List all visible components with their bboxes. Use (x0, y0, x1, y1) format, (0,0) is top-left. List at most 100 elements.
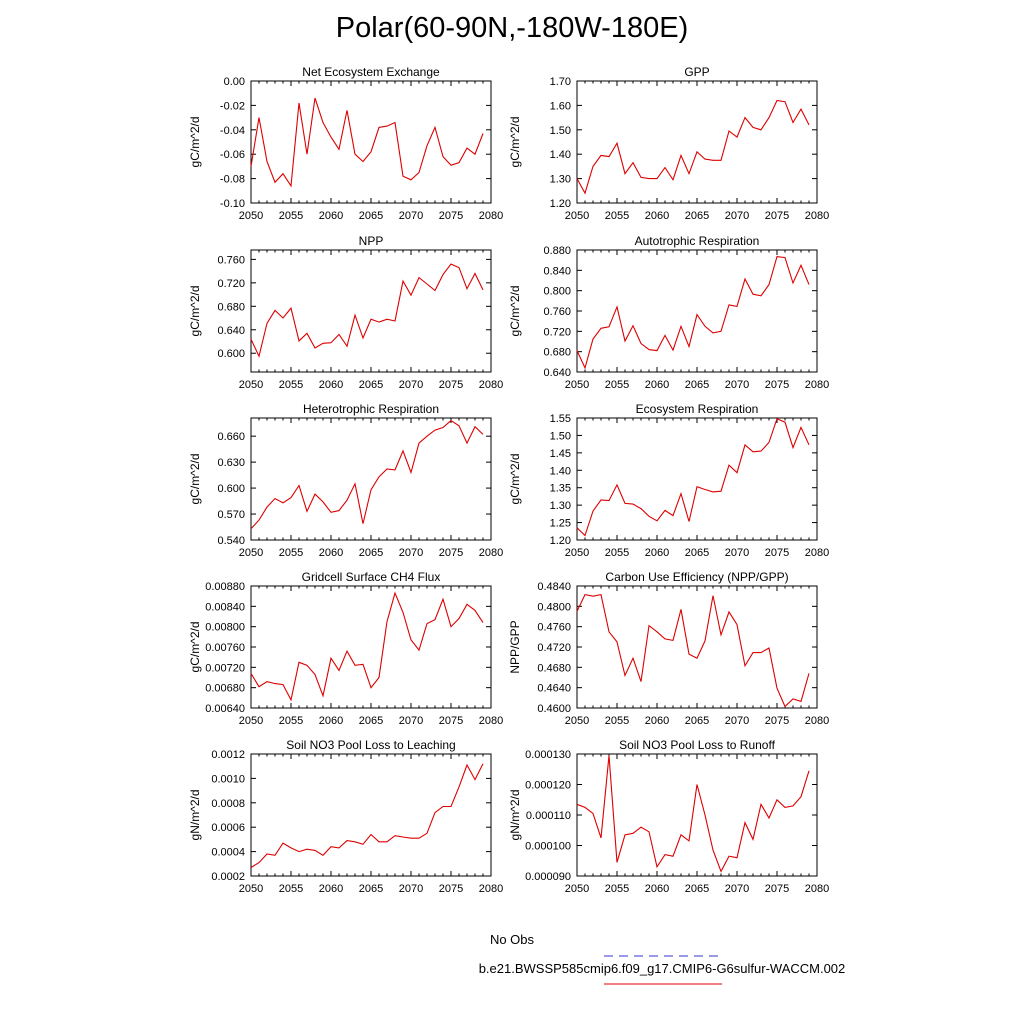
panel-2-xtick-label: 2060 (645, 210, 669, 222)
panel-9-ytick-label: 0.0010 (211, 773, 245, 785)
panel-9-ytick-label: 0.0004 (211, 847, 245, 859)
panel-8-ytick-label: 0.4680 (537, 662, 571, 674)
panel-8-ylabel: NPP/GPP (508, 620, 522, 673)
panel-5-ytick-label: 0.630 (217, 457, 245, 469)
panel-6-title: Ecosystem Respiration (636, 402, 759, 416)
panel-3-ytick-label: 0.600 (217, 348, 245, 360)
panel-6-ytick-label: 1.55 (550, 413, 571, 425)
panel-10-xtick-label: 2065 (685, 883, 709, 895)
panel-7-ylabel: gC/m^2/d (188, 622, 202, 673)
panel-8-ytick-label: 0.4720 (537, 642, 571, 654)
panel-4-ytick-label: 0.680 (543, 347, 571, 359)
panel-1-ytick-label: -0.08 (220, 174, 245, 186)
panel-5-xtick-label: 2070 (399, 547, 423, 559)
panel-6-series-line (576, 417, 810, 537)
panel-10-xtick-label: 2055 (605, 883, 629, 895)
panel-6-xtick-label: 2075 (765, 547, 789, 559)
panel-2-xtick-label: 2080 (805, 210, 829, 222)
panel-6-ytick-label: 1.45 (550, 448, 571, 460)
panel-3-xtick-label: 2075 (439, 379, 463, 391)
panel-2-ytick-label: 1.50 (550, 125, 571, 137)
panel-6-xtick-label: 2060 (645, 547, 669, 559)
panel-6-xtick-label: 2065 (685, 547, 709, 559)
panel-10-xtick-label: 2080 (805, 883, 829, 895)
panel-9-ytick-label: 0.0012 (211, 749, 245, 761)
panel-3-xtick-label: 2065 (359, 379, 383, 391)
panel-3-ytick-label: 0.640 (217, 325, 245, 337)
panel-9-xtick-label: 2060 (319, 883, 343, 895)
panel-9-title: Soil NO3 Pool Loss to Leaching (286, 738, 455, 752)
panel-7-ytick-label: 0.00760 (205, 642, 245, 654)
panel-1-ytick-label: -0.02 (220, 100, 245, 112)
panel-4-ytick-label: 0.720 (543, 326, 571, 338)
panel-8-xtick-label: 2080 (805, 715, 829, 727)
panel-10-series-line (576, 755, 810, 873)
panel-10-ytick-label: 0.000090 (525, 871, 571, 883)
panel-4-xtick-label: 2070 (725, 379, 749, 391)
panel-4-xtick-label: 2080 (805, 379, 829, 391)
panel-3-ytick-label: 0.720 (217, 278, 245, 290)
panel-9-ytick-label: 0.0006 (211, 822, 245, 834)
panel-4-xtick-label: 2065 (685, 379, 709, 391)
panel-4-ylabel: gC/m^2/d (508, 286, 522, 337)
panel-7-xtick-label: 2055 (279, 715, 303, 727)
panel-4-series-line (576, 255, 810, 370)
panel-6-xtick-label: 2080 (805, 547, 829, 559)
panel-4-ytick-label: 0.880 (543, 245, 571, 257)
panel-5-ytick-label: 0.660 (217, 431, 245, 443)
panel-7-ytick-label: 0.00840 (205, 601, 245, 613)
panel-1-xtick-label: 2070 (399, 210, 423, 222)
panel-5-series-line (250, 419, 484, 530)
panel-1-xtick-label: 2080 (479, 210, 503, 222)
panel-6-xtick-label: 2055 (605, 547, 629, 559)
panel-8-ytick-label: 0.4760 (537, 622, 571, 634)
panel-6-ytick-label: 1.40 (550, 465, 571, 477)
panel-7-xtick-label: 2060 (319, 715, 343, 727)
panel-7-xtick-label: 2050 (239, 715, 263, 727)
panel-8-xtick-label: 2065 (685, 715, 709, 727)
panel-3-ytick-label: 0.680 (217, 301, 245, 313)
panel-4-title: Autotrophic Respiration (635, 234, 760, 248)
panel-3-ylabel: gC/m^2/d (188, 286, 202, 337)
panel-7-xtick-label: 2070 (399, 715, 423, 727)
panel-3-xtick-label: 2060 (319, 379, 343, 391)
panel-1-xtick-label: 2060 (319, 210, 343, 222)
panel-10-xtick-label: 2050 (565, 883, 589, 895)
panel-7-ytick-label: 0.00880 (205, 581, 245, 593)
panel-8-ytick-label: 0.4800 (537, 601, 571, 613)
panel-1-title: Net Ecosystem Exchange (302, 65, 440, 79)
panel-6-ylabel: gC/m^2/d (508, 454, 522, 505)
panel-4-ytick-label: 0.800 (543, 286, 571, 298)
panel-8-series-line (576, 593, 810, 708)
panel-2-title: GPP (684, 65, 709, 79)
panel-10-xtick-label: 2075 (765, 883, 789, 895)
panel-5-xtick-label: 2050 (239, 547, 263, 559)
panel-5-xtick-label: 2080 (479, 547, 503, 559)
panel-4-xtick-label: 2055 (605, 379, 629, 391)
panel-6-ytick-label: 1.50 (550, 430, 571, 442)
panel-7-ytick-label: 0.00680 (205, 683, 245, 695)
panel-7-ytick-label: 0.00640 (205, 703, 245, 715)
panel-10-ylabel: gN/m^2/d (508, 790, 522, 841)
panel-9-ytick-label: 0.0008 (211, 798, 245, 810)
panel-2-ytick-label: 1.70 (550, 76, 571, 88)
panel-1-ytick-label: -0.06 (220, 149, 245, 161)
panel-8-xtick-label: 2050 (565, 715, 589, 727)
panel-6-ytick-label: 1.20 (550, 535, 571, 547)
panel-1-ytick-label: -0.10 (220, 198, 245, 210)
panel-2-ytick-label: 1.30 (550, 174, 571, 186)
panel-10-xtick-label: 2060 (645, 883, 669, 895)
panel-4-ytick-label: 0.760 (543, 306, 571, 318)
figure-title: Polar(60-90N,-180W-180E) (335, 12, 689, 44)
panel-2-ytick-label: 1.40 (550, 149, 571, 161)
panel-4-ytick-label: 0.840 (543, 265, 571, 277)
panel-7-xtick-label: 2065 (359, 715, 383, 727)
panel-5-xtick-label: 2060 (319, 547, 343, 559)
panel-2-xtick-label: 2055 (605, 210, 629, 222)
panel-3-xtick-label: 2055 (279, 379, 303, 391)
panel-5-ytick-label: 0.570 (217, 509, 245, 521)
panel-5-xtick-label: 2055 (279, 547, 303, 559)
panel-9-xtick-label: 2055 (279, 883, 303, 895)
panel-5-ytick-label: 0.540 (217, 535, 245, 547)
